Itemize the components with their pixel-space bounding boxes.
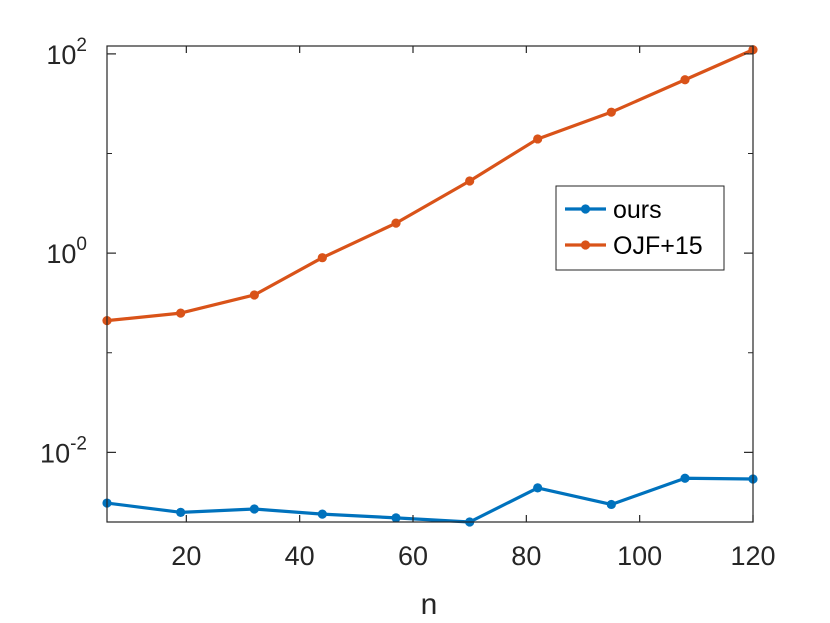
legend-marker-1 bbox=[580, 240, 591, 250]
legend-label-1: OJF+15 bbox=[613, 232, 703, 260]
y-tick-label: 10-2 bbox=[40, 433, 87, 468]
data-point bbox=[606, 499, 616, 510]
x-tick-label: 40 bbox=[285, 541, 315, 571]
x-tick-label: 80 bbox=[511, 541, 541, 571]
legend-marker-0 bbox=[580, 204, 591, 214]
axes: 20 40 60 80 100 120 10-2 100 102 bbox=[40, 35, 775, 571]
data-point bbox=[317, 253, 327, 263]
legend: ours OJF+15 bbox=[555, 185, 725, 271]
data-point bbox=[465, 176, 475, 186]
data-point bbox=[176, 507, 186, 517]
legend-box bbox=[555, 185, 725, 271]
data-point bbox=[680, 75, 690, 85]
series-line-1 bbox=[106, 48, 754, 323]
data-point bbox=[391, 218, 401, 228]
x-tick-label: 20 bbox=[171, 541, 201, 571]
plot-area bbox=[102, 45, 758, 527]
data-point bbox=[391, 513, 401, 523]
data-point bbox=[680, 473, 690, 483]
axes-box bbox=[106, 45, 754, 523]
x-axis-title: n bbox=[421, 588, 438, 621]
y-tick-label: 102 bbox=[46, 35, 87, 70]
x-tick-label: 60 bbox=[398, 541, 428, 571]
data-point bbox=[317, 509, 327, 519]
data-point bbox=[606, 107, 616, 117]
legend-label-0: ours bbox=[613, 196, 662, 224]
data-point bbox=[533, 483, 543, 493]
y-tick-label: 100 bbox=[46, 234, 87, 269]
data-point bbox=[249, 504, 259, 514]
data-point bbox=[176, 308, 186, 318]
data-point bbox=[533, 134, 543, 144]
x-tick-label: 120 bbox=[730, 541, 775, 571]
series-line-0 bbox=[106, 476, 754, 524]
x-tick-label: 100 bbox=[617, 541, 662, 571]
data-point bbox=[249, 290, 259, 300]
